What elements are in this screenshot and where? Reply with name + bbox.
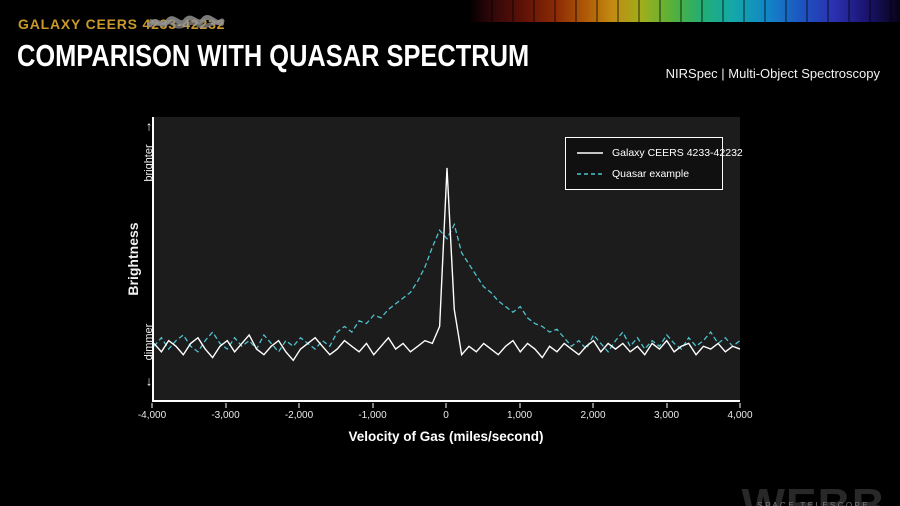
legend-label-quasar: Quasar example xyxy=(612,168,690,180)
x-tick-mark xyxy=(666,403,667,408)
page-title: COMPARISON WITH QUASAR SPECTRUM xyxy=(17,38,530,73)
x-tick-label: -3,000 xyxy=(211,410,240,421)
x-tick-label: 0 xyxy=(443,410,449,421)
x-tick-mark xyxy=(151,403,153,408)
x-tick-mark xyxy=(445,403,447,408)
x-tick-label: 1,000 xyxy=(506,410,533,421)
galaxy-line-swatch xyxy=(577,152,603,154)
webb-logo-subtext: SPACE TELESCOPE xyxy=(757,501,871,506)
x-tick-label: -2,000 xyxy=(284,410,314,421)
series-line-galaxy xyxy=(153,167,741,362)
x-tick-label: 4,000 xyxy=(727,410,753,421)
x-tick-label: 3,000 xyxy=(653,410,680,421)
x-tick-label: -1,000 xyxy=(358,410,387,421)
spectrum-chart xyxy=(153,167,741,362)
x-tick-mark xyxy=(592,403,594,408)
chart-panel: Galaxy CEERS 4233-42232 Quasar example xyxy=(152,117,743,402)
webb-logo-text: WEBB xyxy=(741,479,886,506)
x-tick-mark xyxy=(372,403,373,408)
x-tick-mark xyxy=(739,403,741,408)
x-tick-mark xyxy=(298,403,300,408)
x-axis-ticks: -4,000 -3,000 -2,000 -1,000 0 1,000 2,000 3,000… xyxy=(138,403,753,425)
webb-logo: WEBB SPACE TELESCOPE xyxy=(741,482,886,506)
spectrum-rainbow-strip xyxy=(470,0,900,22)
x-tick-label: -4,000 xyxy=(137,410,167,421)
legend-item-galaxy: Galaxy CEERS 4233-42232 xyxy=(576,147,743,159)
instrument-label: NIRSpec | Multi-Object Spectroscopy xyxy=(665,66,880,81)
dimmer-arrow-icon: ↓ xyxy=(145,373,153,389)
legend-item-quasar: Quasar example xyxy=(576,168,712,180)
x-tick-label: 2,000 xyxy=(580,410,606,421)
x-tick-mark xyxy=(225,403,226,408)
y-axis-title: Brightness xyxy=(125,222,141,296)
quasar-line-swatch xyxy=(577,173,603,175)
x-axis-title: Velocity of Gas (miles/second) xyxy=(348,429,544,444)
x-tick-mark xyxy=(519,403,520,408)
legend-label-galaxy: Galaxy CEERS 4233-42232 xyxy=(612,147,743,159)
series-line-quasar xyxy=(153,222,741,353)
brighter-arrow-icon: ↑ xyxy=(145,118,153,134)
redaction-scribble xyxy=(148,15,225,29)
legend: Galaxy CEERS 4233-42232 Quasar example xyxy=(565,137,743,190)
